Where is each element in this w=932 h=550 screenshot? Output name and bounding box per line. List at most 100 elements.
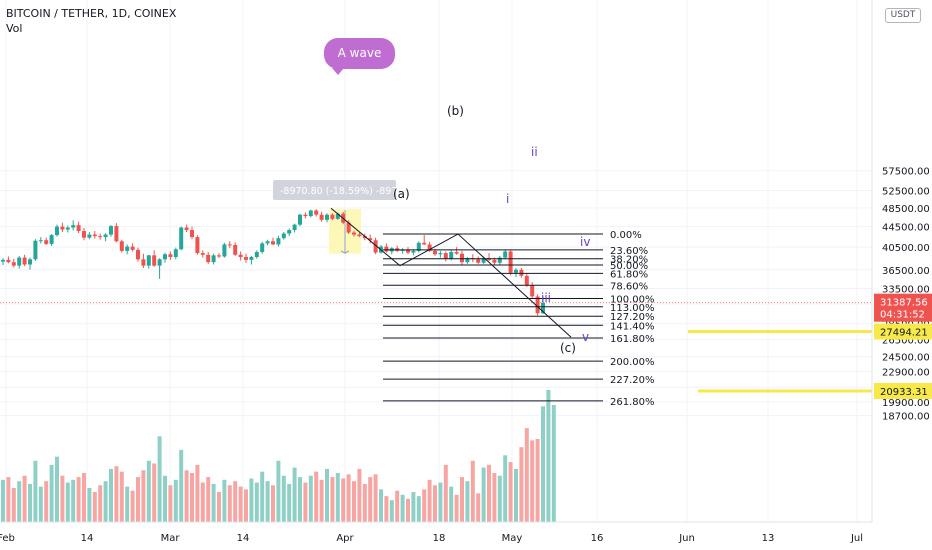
- level-price-value: 20933.31: [880, 387, 928, 398]
- fib-level-label: 61.80%: [610, 269, 648, 280]
- price-tick-label: 48500.00: [882, 204, 930, 215]
- price-tick-label: 22900.00: [882, 367, 930, 378]
- candle-body: [443, 253, 448, 259]
- candle-body: [330, 214, 335, 219]
- volume-bar: [389, 500, 394, 522]
- candle-body: [233, 244, 238, 255]
- volume-bar: [44, 481, 49, 522]
- candle-body: [173, 249, 178, 258]
- volume-bar: [481, 467, 486, 522]
- subwave-label-v: v: [582, 330, 589, 344]
- fib-level-label: 161.80%: [610, 334, 655, 345]
- volume-bar: [384, 496, 389, 522]
- candle-body: [103, 234, 108, 238]
- volume-bar: [535, 438, 540, 522]
- candle-body: [433, 250, 437, 255]
- candle-body: [6, 259, 11, 263]
- candle-body: [114, 226, 119, 242]
- volume-bar: [368, 477, 373, 522]
- a-wave-callout: A wave: [324, 38, 395, 75]
- fib-level-label: 200.00%: [610, 357, 655, 368]
- price-tick-label: 52500.00: [882, 187, 930, 198]
- fib-level-label: 50.00%: [610, 261, 648, 272]
- candle-body: [514, 269, 518, 273]
- candle-body: [152, 255, 157, 266]
- candle-body: [535, 296, 540, 314]
- volume-bar: [460, 477, 464, 522]
- candle-body: [1, 259, 5, 262]
- subwave-label-i: i: [506, 192, 509, 206]
- candle-body: [33, 240, 38, 260]
- wave-label-c: (c): [560, 341, 576, 355]
- volume-bar: [98, 485, 103, 522]
- level-price-badge[interactable]: [874, 382, 932, 399]
- candle-body: [454, 252, 459, 254]
- volume-bar: [524, 428, 529, 522]
- candle-body: [206, 254, 211, 263]
- candle-body: [222, 244, 227, 257]
- candle-body: [460, 253, 464, 263]
- wave-label-b: (b): [447, 104, 464, 118]
- volume-bar: [373, 474, 378, 522]
- measure-label-bg: [273, 180, 396, 200]
- volume-indicator-label[interactable]: Vol: [6, 22, 23, 35]
- volume-bar: [454, 494, 459, 522]
- candle-body: [384, 246, 389, 252]
- price-tick-label: 44500.00: [882, 223, 930, 234]
- time-tick-label: 18: [433, 533, 446, 544]
- time-tick-label: Jun: [678, 533, 695, 544]
- volume-bar: [508, 462, 513, 522]
- volume-bar: [276, 460, 281, 522]
- fib-level-label: 0.00%: [610, 230, 642, 241]
- candle-body: [190, 230, 194, 238]
- fib-level-label: 38.20%: [610, 255, 648, 266]
- candle-body: [411, 250, 416, 253]
- fib-level-label: 127.20%: [610, 312, 655, 323]
- volume-bar: [238, 486, 243, 522]
- candle-body: [265, 241, 270, 244]
- volume-bar: [314, 471, 319, 522]
- candle-body: [319, 214, 324, 220]
- measure-label: -8970.80 (-18.59%) -897: [280, 186, 397, 197]
- time-tick-label: Feb: [0, 533, 15, 544]
- candle-body: [481, 258, 486, 263]
- volume-bar: [352, 481, 356, 522]
- candle-body: [438, 253, 443, 255]
- current-price-badge[interactable]: [874, 293, 932, 322]
- volume-bar: [503, 455, 508, 522]
- level-price-badge[interactable]: [874, 323, 932, 340]
- candle-body: [281, 233, 286, 239]
- candle-body: [44, 240, 49, 244]
- volume-bar: [406, 498, 410, 522]
- candle-body: [71, 225, 76, 228]
- volume-bar: [206, 477, 211, 522]
- candle-body: [314, 210, 319, 215]
- candle-body: [119, 241, 124, 251]
- wave-label-a: (a): [393, 187, 410, 201]
- volume-bar: [487, 464, 491, 522]
- volume-bar: [546, 390, 551, 522]
- chart-legend: BITCOIN / TETHER, 1D, COINEX Vol: [6, 6, 176, 36]
- volume-bar: [222, 479, 227, 522]
- volume-bar: [49, 464, 54, 522]
- candle-body: [400, 249, 405, 251]
- volume-bar: [519, 447, 524, 522]
- price-tick-label: 26500.00: [882, 336, 930, 347]
- currency-badge[interactable]: USDT: [885, 8, 921, 23]
- candle-body: [168, 254, 173, 258]
- candle-body: [60, 226, 65, 230]
- level-price-value: 27494.21: [880, 328, 928, 339]
- candle-body: [254, 252, 259, 258]
- volume-bar: [141, 470, 146, 522]
- volume-bar: [60, 475, 65, 522]
- volume-bar: [249, 478, 254, 522]
- volume-bar: [125, 486, 130, 522]
- volume-bar: [28, 483, 32, 522]
- volume-bar: [190, 473, 194, 522]
- volume-bar: [497, 475, 502, 522]
- price-tick-label: 18700.00: [882, 412, 930, 423]
- fib-level-label: 261.80%: [610, 397, 655, 408]
- candle-body: [200, 253, 205, 255]
- fib-level-label: 113.00%: [610, 303, 655, 314]
